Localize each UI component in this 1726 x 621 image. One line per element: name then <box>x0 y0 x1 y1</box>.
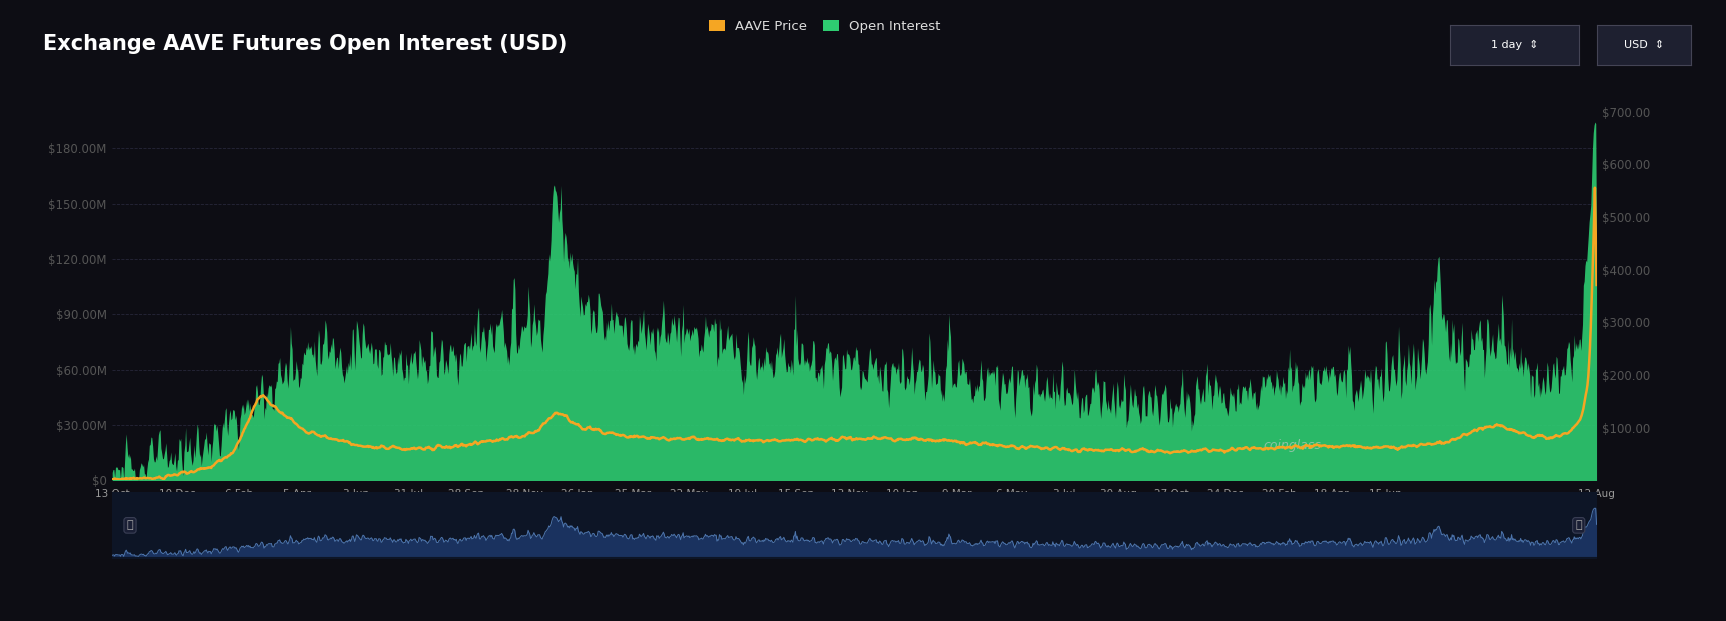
Text: ⏸: ⏸ <box>126 520 133 530</box>
Legend: AAVE Price, Open Interest: AAVE Price, Open Interest <box>704 14 946 38</box>
Text: USD  ⇕: USD ⇕ <box>1624 40 1664 50</box>
Text: coinglass: coinglass <box>1263 439 1320 452</box>
Text: 1 day  ⇕: 1 day ⇕ <box>1491 40 1538 50</box>
Text: ⏸: ⏸ <box>1576 520 1583 530</box>
Text: Exchange AAVE Futures Open Interest (USD): Exchange AAVE Futures Open Interest (USD… <box>43 34 568 54</box>
